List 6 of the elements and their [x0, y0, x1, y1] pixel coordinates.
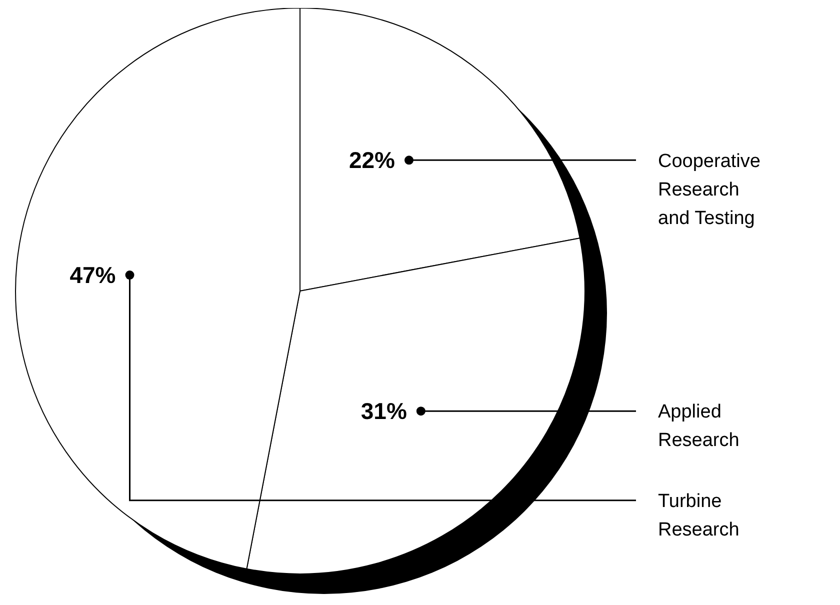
data-label: 31% — [360, 398, 407, 424]
slice-label: Turbine Research — [658, 491, 740, 541]
data-label: 22% — [348, 147, 395, 174]
slice-label: Cooperative Research and Testing — [658, 150, 760, 229]
slice-label: Applied Research — [658, 402, 740, 452]
data-label: 47% — [70, 262, 116, 288]
